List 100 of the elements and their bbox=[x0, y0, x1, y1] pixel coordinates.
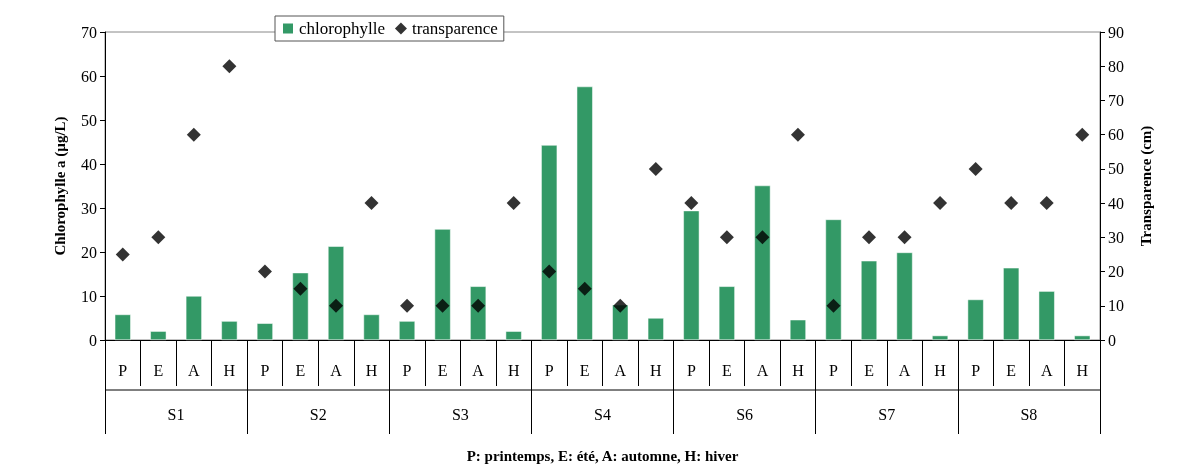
text: S8 bbox=[1020, 405, 1038, 423]
point bbox=[542, 264, 557, 279]
bar bbox=[789, 319, 806, 340]
y-tick-label: 60 bbox=[81, 67, 97, 85]
bar bbox=[185, 296, 202, 340]
y-axis-title: Chlorophylle a (µg/L) bbox=[51, 116, 69, 256]
y-tick-label: 20 bbox=[81, 243, 97, 261]
y2-axis-title: Transparence (cm) bbox=[1137, 125, 1155, 247]
bar bbox=[150, 331, 167, 340]
x-tick-label: H bbox=[650, 361, 663, 379]
point bbox=[577, 281, 592, 296]
x-tick-label: E bbox=[721, 361, 732, 379]
bar bbox=[221, 321, 238, 340]
bar bbox=[505, 331, 522, 340]
bar bbox=[896, 252, 913, 340]
text: S2 bbox=[309, 405, 327, 423]
point bbox=[506, 196, 521, 211]
bar bbox=[861, 260, 878, 340]
x-tick-label: E bbox=[295, 361, 306, 379]
point bbox=[897, 230, 912, 245]
y2-tick-label: 50 bbox=[1108, 160, 1124, 178]
x-tick-label: H bbox=[792, 361, 805, 379]
bar bbox=[576, 86, 593, 340]
y2-tick-label: 40 bbox=[1108, 194, 1124, 212]
bar bbox=[718, 286, 735, 340]
y-tick-label: 30 bbox=[81, 199, 97, 217]
y2-tick-label: 30 bbox=[1108, 228, 1124, 246]
x-tick-label: E bbox=[437, 361, 448, 379]
x-tick-label: A bbox=[898, 361, 911, 379]
point bbox=[328, 298, 343, 313]
point bbox=[755, 230, 770, 245]
point bbox=[222, 59, 237, 74]
x-tick-label: H bbox=[1076, 361, 1089, 379]
x-tick-label: P bbox=[402, 361, 412, 379]
bar bbox=[1038, 291, 1055, 340]
legend-label: chlorophylle bbox=[299, 19, 385, 38]
x-tick-label: A bbox=[330, 361, 343, 379]
x-tick-label: A bbox=[1040, 361, 1053, 379]
text: S3 bbox=[451, 405, 469, 423]
bar bbox=[932, 335, 949, 340]
text: S7 bbox=[878, 405, 896, 423]
point bbox=[400, 298, 415, 313]
x-tick-label: P bbox=[971, 361, 981, 379]
y2-tick-label: 90 bbox=[1108, 23, 1124, 41]
x-tick-label: H bbox=[934, 361, 947, 379]
point bbox=[1039, 196, 1054, 211]
point bbox=[719, 230, 734, 245]
point bbox=[115, 247, 130, 262]
bar bbox=[399, 321, 416, 340]
bar bbox=[647, 318, 664, 340]
x-tick-label: E bbox=[1006, 361, 1017, 379]
legend-label: transparence bbox=[411, 19, 498, 38]
x-tick-label: E bbox=[153, 361, 164, 379]
bar bbox=[825, 219, 842, 340]
point bbox=[968, 161, 983, 176]
x-tick-label: A bbox=[472, 361, 485, 379]
x-tick-label: E bbox=[864, 361, 874, 379]
bar bbox=[754, 185, 771, 340]
x-tick-label: P bbox=[260, 361, 270, 379]
x-tick-label: P bbox=[544, 361, 554, 379]
text: S4 bbox=[594, 405, 611, 423]
text: S6 bbox=[736, 405, 754, 423]
bar bbox=[683, 210, 700, 340]
text: S1 bbox=[167, 405, 185, 423]
y2-tick-label: 70 bbox=[1108, 91, 1124, 109]
x-tick-label: H bbox=[507, 361, 520, 379]
bar bbox=[1003, 267, 1020, 340]
bar bbox=[541, 145, 558, 340]
bar bbox=[256, 323, 273, 340]
y2-tick-label: 80 bbox=[1108, 57, 1124, 75]
bar bbox=[363, 314, 380, 340]
point bbox=[684, 196, 699, 211]
y2-tick-label: 0 bbox=[1108, 331, 1116, 349]
point bbox=[790, 127, 805, 142]
bar bbox=[967, 299, 984, 340]
x-tick-label: E bbox=[579, 361, 590, 379]
point bbox=[257, 264, 272, 279]
bar bbox=[434, 229, 451, 340]
x-tick-label: P bbox=[686, 361, 696, 379]
y2-tick-label: 60 bbox=[1108, 126, 1124, 144]
y-tick-label: 0 bbox=[89, 331, 97, 349]
x-tick-label: H bbox=[223, 361, 236, 379]
point bbox=[933, 196, 948, 211]
point bbox=[435, 298, 450, 313]
y-tick-label: 70 bbox=[81, 23, 97, 41]
point bbox=[613, 298, 628, 313]
point bbox=[151, 230, 166, 245]
y2-tick-label: 10 bbox=[1108, 297, 1124, 315]
x-axis-title: P: printemps, E: été, A: automne, H: hiver bbox=[466, 447, 739, 464]
x-tick-label: P bbox=[829, 361, 839, 379]
y-tick-label: 40 bbox=[81, 155, 97, 173]
point bbox=[186, 127, 201, 142]
point bbox=[1004, 196, 1019, 211]
y-tick-label: 50 bbox=[81, 111, 97, 129]
y-tick-label: 10 bbox=[81, 287, 97, 305]
bar bbox=[327, 246, 344, 340]
point bbox=[862, 230, 877, 245]
x-tick-label: A bbox=[188, 361, 201, 379]
x-tick-label: P bbox=[118, 361, 128, 379]
point bbox=[1075, 127, 1090, 142]
